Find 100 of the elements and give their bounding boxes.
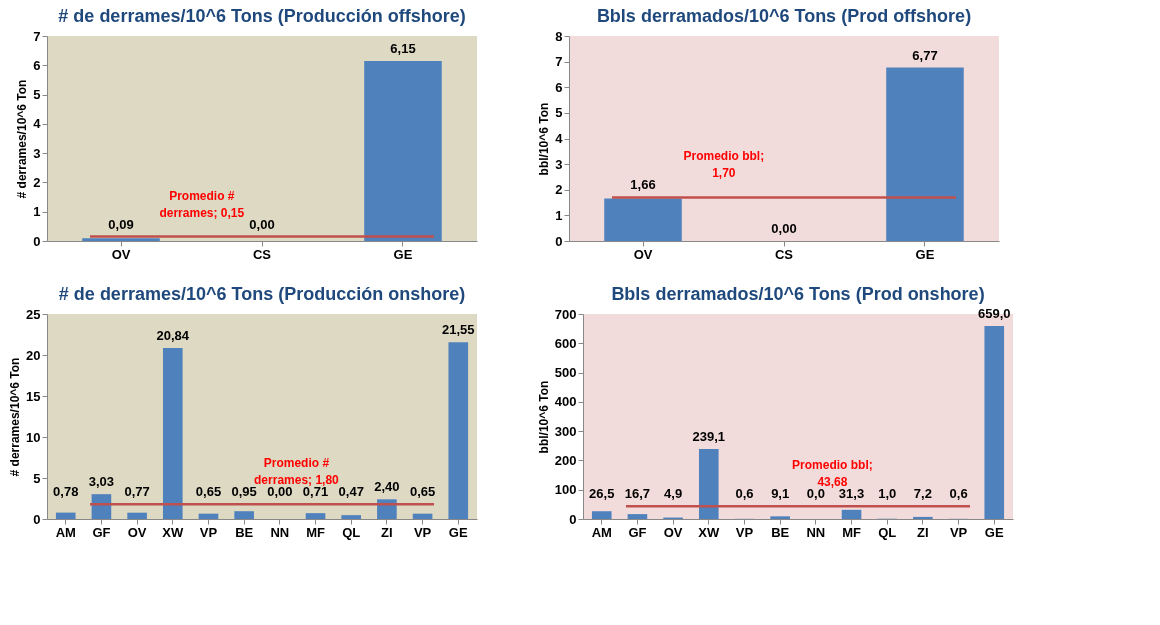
data-label: 26,5: [589, 486, 615, 502]
x-tick-label: AM: [55, 524, 76, 540]
y-tick-label: 25: [26, 306, 41, 322]
y-tick-label: 2: [33, 174, 41, 190]
y-axis-title: bbl/10^6 Ton: [536, 380, 551, 454]
bar: [627, 514, 648, 519]
x-tick-label: NN: [806, 524, 826, 540]
y-tick-label: 20: [26, 347, 41, 363]
x-tick-label: AM: [591, 524, 612, 540]
bar: [377, 499, 397, 519]
data-label: 0,95: [231, 484, 257, 500]
y-axis-title: # derrames/10^6 Ton: [8, 357, 23, 477]
data-label: 6,15: [390, 40, 416, 56]
x-tick-label: GF: [92, 524, 111, 540]
x-tick-label: ZI: [381, 524, 393, 540]
y-tick-label: 15: [26, 388, 41, 404]
chart-title: # de derrames/10^6 Tons (Producción onshore): [58, 284, 466, 304]
y-axis-title: # derrames/10^6 Ton: [15, 79, 30, 199]
x-tick-label: CS: [252, 246, 272, 262]
x-tick-label: OV: [663, 524, 683, 540]
data-label: 1,0: [878, 486, 897, 502]
data-label: 9,1: [771, 486, 790, 502]
x-tick-label: XW: [162, 524, 184, 540]
data-label: 0,6: [735, 486, 754, 502]
data-label: 0,65: [409, 484, 436, 500]
y-tick-label: 0: [33, 511, 41, 527]
x-tick-label: QL: [878, 524, 897, 540]
data-label: 6,77: [912, 47, 938, 63]
data-label: 0,00: [249, 216, 275, 232]
data-label: 4,9: [664, 486, 683, 502]
x-tick-label: VP: [199, 524, 218, 540]
x-tick-label: CS: [774, 246, 794, 262]
x-tick-label: QL: [342, 524, 361, 540]
y-tick-label: 4: [33, 116, 42, 132]
data-label: 21,55: [441, 322, 475, 338]
data-label: 0,65: [195, 484, 222, 500]
x-tick-label: XW: [698, 524, 720, 540]
y-tick-label: 5: [33, 470, 41, 486]
y-tick-label: 6: [33, 57, 41, 73]
y-tick-label: 1: [33, 204, 41, 220]
y-tick-label: 2: [555, 182, 563, 198]
bar: [305, 513, 326, 519]
y-tick-label: 4: [555, 131, 564, 146]
data-label: 659,0: [977, 306, 1011, 322]
x-tick-label: MF: [842, 524, 861, 540]
y-tick-label: 10: [26, 429, 41, 445]
y-tick-label: 300: [554, 423, 577, 439]
x-tick-label: GE: [448, 524, 468, 540]
y-tick-label: 3: [555, 156, 563, 172]
data-label: 0,09: [108, 216, 134, 232]
y-tick-label: 7: [33, 28, 41, 44]
data-label: 0,77: [124, 484, 150, 500]
y-tick-label: 5: [33, 87, 41, 103]
data-label: 1,66: [630, 177, 656, 193]
bar: [841, 509, 862, 519]
bar: [341, 515, 362, 519]
y-axis-title: bbl/10^6 Ton: [537, 102, 552, 176]
x-tick-label: MF: [306, 524, 325, 540]
y-tick-label: 8: [555, 28, 563, 44]
data-label: 20,84: [156, 328, 190, 344]
x-tick-label: GE: [393, 246, 413, 262]
data-label: 16,7: [624, 486, 651, 502]
bar: [913, 516, 933, 519]
data-label: 2,40: [374, 479, 400, 495]
x-tick-label: GE: [915, 246, 935, 262]
chart-title: # de derrames/10^6 Tons (Producción offshore): [58, 6, 466, 26]
data-label: 0,47: [338, 484, 364, 500]
y-tick-label: 3: [33, 145, 41, 161]
y-tick-label: 7: [555, 54, 563, 70]
chart-title: Bbls derramados/10^6 Tons (Prod onshore): [611, 284, 985, 304]
y-tick-label: 200: [554, 452, 577, 468]
bar: [162, 348, 183, 519]
data-label: 0,00: [771, 221, 797, 236]
data-label: 7,2: [913, 486, 932, 502]
data-label: 0,6: [949, 486, 968, 502]
x-tick-label: VP: [413, 524, 432, 540]
x-tick-label: ZI: [917, 524, 929, 540]
y-tick-label: 100: [554, 482, 577, 498]
bar: [412, 513, 433, 519]
data-label: 0,78: [53, 484, 79, 500]
bar: [127, 512, 147, 519]
y-tick-label: 5: [555, 105, 563, 121]
y-tick-label: 700: [554, 306, 577, 322]
bar: [448, 342, 469, 519]
bar: [55, 512, 76, 519]
y-tick-label: 0: [569, 511, 577, 527]
chart-title: Bbls derramados/10^6 Tons (Prod offshore): [596, 6, 972, 26]
data-label: 239,1: [692, 428, 726, 444]
x-tick-label: OV: [633, 246, 653, 262]
bar: [234, 511, 254, 519]
bar: [91, 494, 112, 519]
x-tick-label: GE: [984, 524, 1004, 540]
data-label: 3,03: [88, 474, 115, 490]
bar: [698, 448, 719, 519]
x-tick-label: BE: [235, 524, 254, 540]
x-tick-label: VP: [949, 524, 968, 540]
ref-line-label: Promedio bbl; 1,70: [683, 149, 765, 181]
bar: [591, 511, 612, 519]
y-tick-label: 0: [33, 233, 41, 249]
y-tick-label: 600: [554, 335, 577, 351]
